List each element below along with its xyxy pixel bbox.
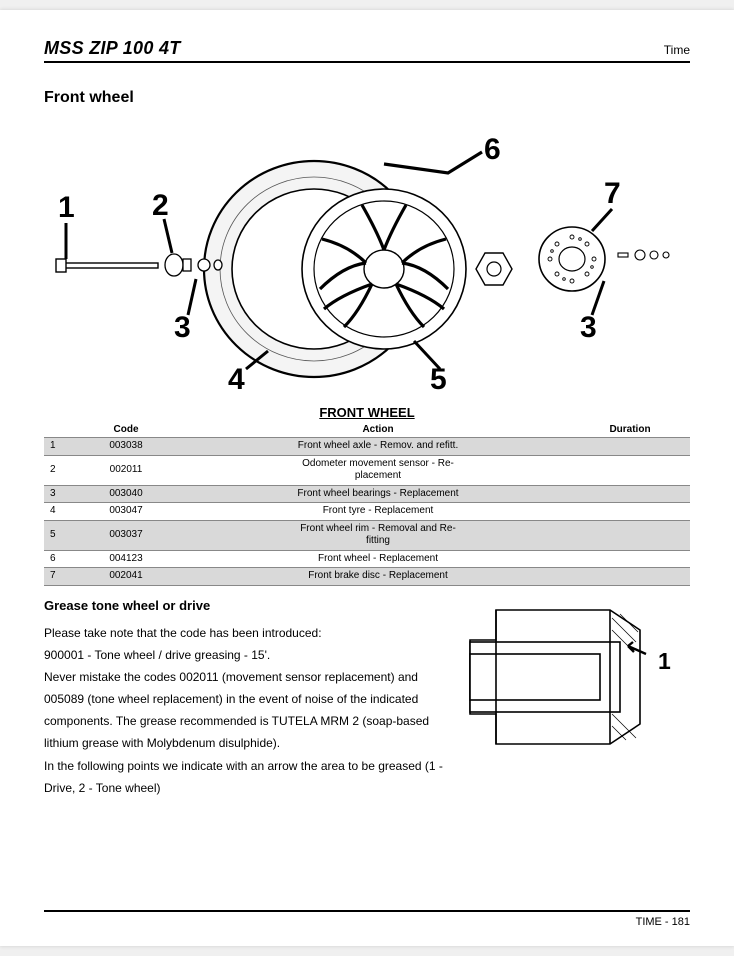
notes-figure-label: 1	[658, 648, 671, 674]
cell-dur	[570, 455, 690, 485]
callout-3-right: 3	[580, 311, 597, 345]
page-header: MSS ZIP 100 4T Time	[44, 38, 690, 63]
callout-3-left: 3	[174, 311, 191, 345]
col-idx	[44, 422, 66, 438]
footer-text: TIME - 181	[636, 916, 690, 928]
cell-code: 002011	[66, 455, 186, 485]
cell-code: 003047	[66, 503, 186, 521]
cell-idx: 6	[44, 550, 66, 568]
page: MSS ZIP 100 4T Time Front wheel	[0, 10, 734, 946]
notes-heading: Grease tone wheel or drive	[44, 594, 446, 618]
col-duration: Duration	[570, 422, 690, 438]
cell-action: Front wheel - Replacement	[186, 550, 570, 568]
cell-idx: 3	[44, 485, 66, 503]
cell-dur	[570, 485, 690, 503]
cell-dur	[570, 550, 690, 568]
table-row: 3003040Front wheel bearings - Replacemen…	[44, 485, 690, 503]
wheel-svg	[44, 119, 690, 399]
cell-action: Odometer movement sensor - Re-placement	[186, 455, 570, 485]
notes-block: Grease tone wheel or drive Please take n…	[44, 594, 690, 800]
cell-action: Front wheel axle - Remov. and refitt.	[186, 438, 570, 456]
table-row: 5003037Front wheel rim - Removal and Re-…	[44, 520, 690, 550]
cell-dur	[570, 438, 690, 456]
col-code: Code	[66, 422, 186, 438]
cell-code: 003037	[66, 520, 186, 550]
table-header-row: Code Action Duration	[44, 422, 690, 438]
cell-idx: 2	[44, 455, 66, 485]
cell-idx: 1	[44, 438, 66, 456]
callout-7: 7	[604, 177, 621, 211]
callout-5: 5	[430, 363, 447, 397]
chapter-label: Time	[664, 43, 690, 57]
table-row: 2002011Odometer movement sensor - Re-pla…	[44, 455, 690, 485]
doc-title: MSS ZIP 100 4T	[44, 38, 181, 59]
cell-idx: 4	[44, 503, 66, 521]
notes-figure: 1	[460, 594, 690, 754]
section-title: Front wheel	[44, 89, 690, 107]
table-row: 1003038Front wheel axle - Remov. and ref…	[44, 438, 690, 456]
notes-body: Please take note that the code has been …	[44, 622, 446, 800]
cell-code: 003038	[66, 438, 186, 456]
table-row: 4003047Front tyre - Replacement	[44, 503, 690, 521]
callout-1: 1	[58, 191, 75, 225]
cell-dur	[570, 520, 690, 550]
cell-action: Front wheel rim - Removal and Re-fitting	[186, 520, 570, 550]
cell-idx: 5	[44, 520, 66, 550]
cell-action: Front tyre - Replacement	[186, 503, 570, 521]
cell-code: 002041	[66, 568, 186, 586]
cell-idx: 7	[44, 568, 66, 586]
callout-4: 4	[228, 363, 245, 397]
page-footer: TIME - 181	[44, 910, 690, 928]
cell-dur	[570, 568, 690, 586]
callout-2: 2	[152, 189, 169, 223]
cell-code: 004123	[66, 550, 186, 568]
exploded-diagram: 1 2 3 4 5 6 7 3	[44, 119, 690, 399]
cell-action: Front brake disc - Replacement	[186, 568, 570, 586]
notes-text: Grease tone wheel or drive Please take n…	[44, 594, 446, 800]
table-row: 7002041Front brake disc - Replacement	[44, 568, 690, 586]
table-row: 6004123Front wheel - Replacement	[44, 550, 690, 568]
parts-table: Code Action Duration 1003038Front wheel …	[44, 422, 690, 586]
cell-action: Front wheel bearings - Replacement	[186, 485, 570, 503]
col-action: Action	[186, 422, 570, 438]
cell-code: 003040	[66, 485, 186, 503]
callout-6: 6	[484, 133, 501, 167]
table-title: FRONT WHEEL	[44, 405, 690, 420]
cell-dur	[570, 503, 690, 521]
